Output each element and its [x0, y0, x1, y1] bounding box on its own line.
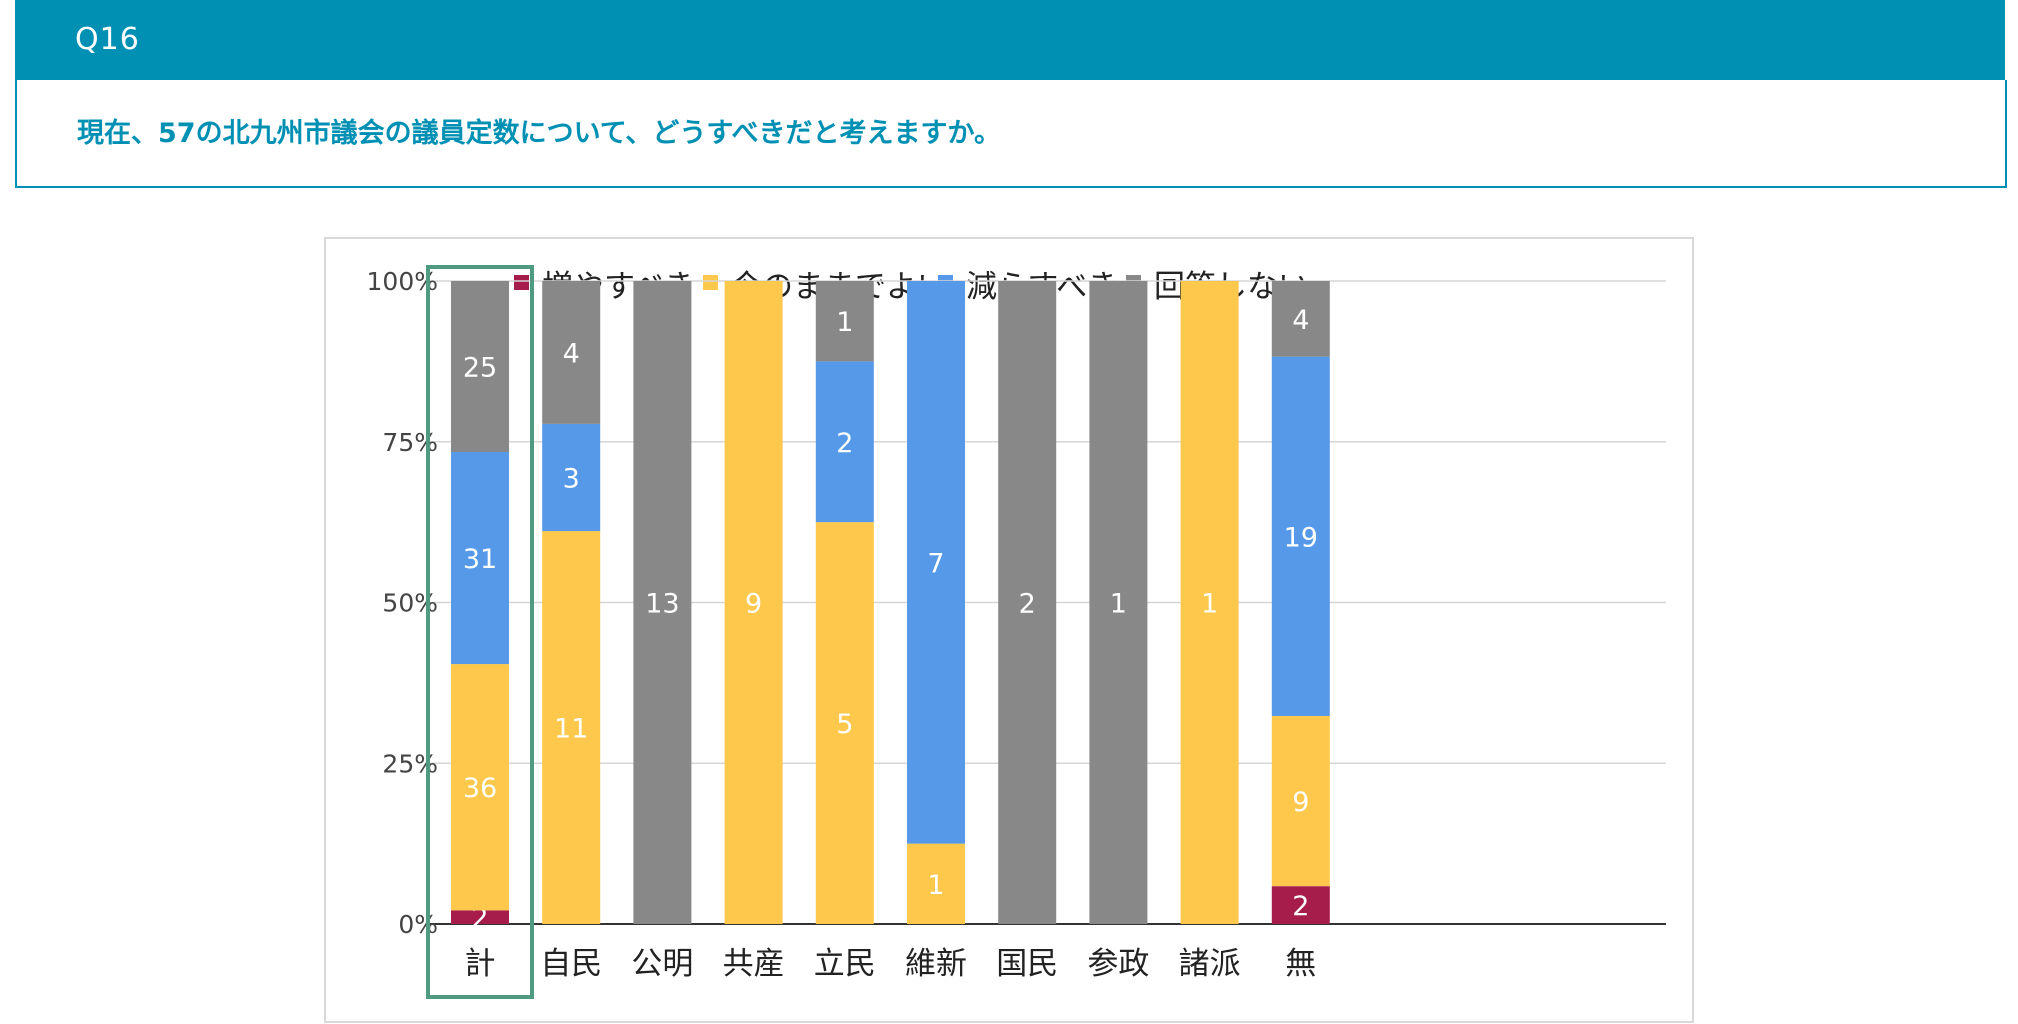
highlight-box-group — [426, 265, 534, 999]
bar-segment — [1271, 715, 1330, 887]
legend-swatch-0 — [514, 275, 529, 290]
bar-value-label: 4 — [1292, 305, 1309, 336]
x-category-label: 維新 — [905, 946, 967, 982]
bar-segment — [451, 452, 509, 665]
x-category-label: 参政 — [1087, 946, 1149, 982]
bar-value-label: 9 — [1292, 787, 1309, 818]
bar-segment — [907, 281, 965, 844]
bar-segment — [1271, 281, 1330, 357]
x-category-label: 自民 — [540, 946, 602, 982]
bar-segment — [542, 531, 601, 924]
bar-segment — [815, 361, 874, 523]
bar-value-label: 11 — [554, 714, 588, 745]
x-category-label: 計 — [465, 946, 496, 982]
chart-frame: 増やすべき今のままでよい減らすべき回答しない 0%25%50%75%100% 2… — [324, 237, 1694, 1023]
x-category-label: 共産 — [723, 946, 785, 982]
bar-segment — [998, 281, 1057, 924]
x-category-label: 立民 — [814, 946, 876, 982]
bar-value-label: 2 — [836, 428, 853, 459]
bar-value-label: 1 — [836, 307, 853, 338]
bar-value-label: 7 — [927, 548, 944, 579]
bar-value-label: 9 — [745, 589, 762, 620]
bar-segment — [815, 281, 874, 362]
legend-swatch-1 — [703, 275, 718, 290]
question-header: Q16 — [15, 0, 2005, 80]
bar-value-label: 2 — [1292, 891, 1309, 922]
bar-segment — [451, 281, 509, 453]
bar-segment — [1271, 886, 1330, 924]
x-axis-categories: 計 自民 公明 共産 立民 維新 国民 参政 諸派 無 — [465, 946, 1317, 982]
bar-segment — [724, 281, 783, 924]
bar-value-label: 5 — [836, 709, 853, 740]
bar-value-label: 2 — [471, 903, 488, 934]
bar-value-label: 4 — [563, 338, 580, 369]
bar-segment — [451, 910, 509, 924]
x-category-label: 国民 — [996, 946, 1058, 982]
x-category-label: 無 — [1285, 946, 1316, 982]
bar-segment — [1180, 281, 1239, 924]
bar-value-label: 1 — [927, 870, 944, 901]
bar-segment — [907, 843, 965, 924]
bar-segment — [451, 664, 509, 911]
bar-segment — [815, 522, 874, 924]
bar-value-label: 36 — [463, 773, 497, 804]
bar-value-label: 25 — [463, 353, 497, 384]
bar-value-label: 31 — [463, 544, 497, 575]
bar-segment — [542, 423, 601, 532]
bar-value-label: 3 — [563, 463, 580, 494]
question-text: 現在、57の北九州市議会の議員定数について、どうすべきだと考えますか。 — [77, 118, 1001, 149]
question-box: 現在、57の北九州市議会の議員定数について、どうすべきだと考えますか。 — [15, 80, 2007, 188]
bar-segment — [1089, 281, 1148, 924]
bar-segment — [542, 281, 601, 424]
bar-value-label: 2 — [1019, 589, 1036, 620]
bar-value-label: 1 — [1110, 589, 1127, 620]
highlight-box — [426, 265, 534, 999]
y-tick-label: 0% — [398, 910, 438, 939]
x-category-label: 公明 — [631, 946, 693, 982]
bar-value-label: 13 — [645, 589, 679, 620]
stacked-bar-chart: 増やすべき今のままでよい減らすべき回答しない 0%25%50%75%100% 2… — [367, 265, 1666, 999]
bar-segment — [633, 281, 692, 924]
x-category-label: 諸派 — [1179, 946, 1241, 982]
bar-value-label: 19 — [1284, 522, 1318, 553]
bar-segment — [1271, 356, 1330, 716]
bar-value-label: 1 — [1201, 589, 1218, 620]
question-number: Q16 — [75, 22, 140, 57]
